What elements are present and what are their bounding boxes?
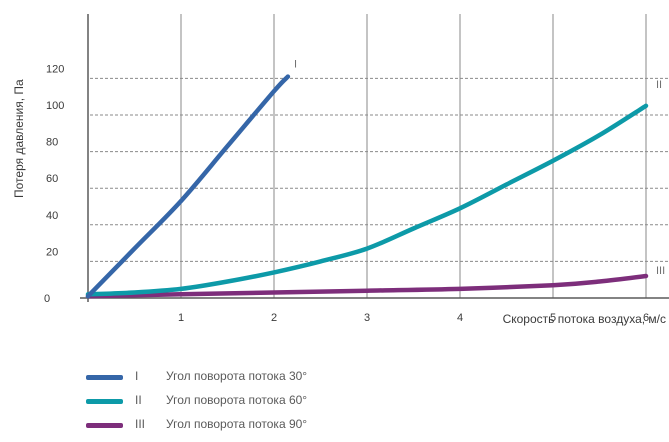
series-line-iii (85, 273, 649, 299)
x-tick-label: 6 (643, 312, 649, 324)
y-tick-label: 60 (46, 173, 58, 185)
legend-swatch-ii (86, 399, 123, 404)
x-tick-label: 1 (178, 312, 184, 324)
series-line-ii (85, 103, 649, 297)
y-tick-label: 40 (46, 210, 58, 222)
legend-label-ii: Угол поворота потока 60° (166, 393, 308, 407)
x-tick-label: 5 (550, 312, 556, 324)
legend-label-i: Угол поворота потока 30° (166, 369, 308, 383)
series-end-label-i: I (294, 59, 297, 71)
legend-roman-i: I (135, 369, 139, 383)
grid (90, 14, 669, 298)
y-axis-title: Потеря давления, Па (12, 79, 26, 198)
x-tick-label: 4 (457, 312, 463, 324)
y-tick-label: 120 (46, 63, 64, 75)
series-line-i (85, 74, 291, 299)
legend-label-iii: Угол поворота потока 90° (166, 417, 308, 431)
series-end-label-iii: III (656, 265, 665, 277)
legend-roman-ii: II (135, 393, 142, 407)
series-end-label-ii: II (656, 79, 662, 91)
y-tick-label: 100 (46, 100, 64, 112)
series-lines (85, 74, 649, 299)
y-tick-label: 80 (46, 137, 58, 149)
x-axis-title: Скорость потока воздуха, м/с (503, 312, 666, 326)
y-tick-label: 20 (46, 246, 58, 258)
x-tick-label: 3 (364, 312, 370, 324)
x-tick-label: 2 (271, 312, 277, 324)
legend-swatch-iii (86, 423, 123, 428)
legend-swatch-i (86, 375, 123, 380)
legend-roman-iii: III (135, 417, 146, 431)
y-tick-label: 0 (44, 293, 50, 305)
